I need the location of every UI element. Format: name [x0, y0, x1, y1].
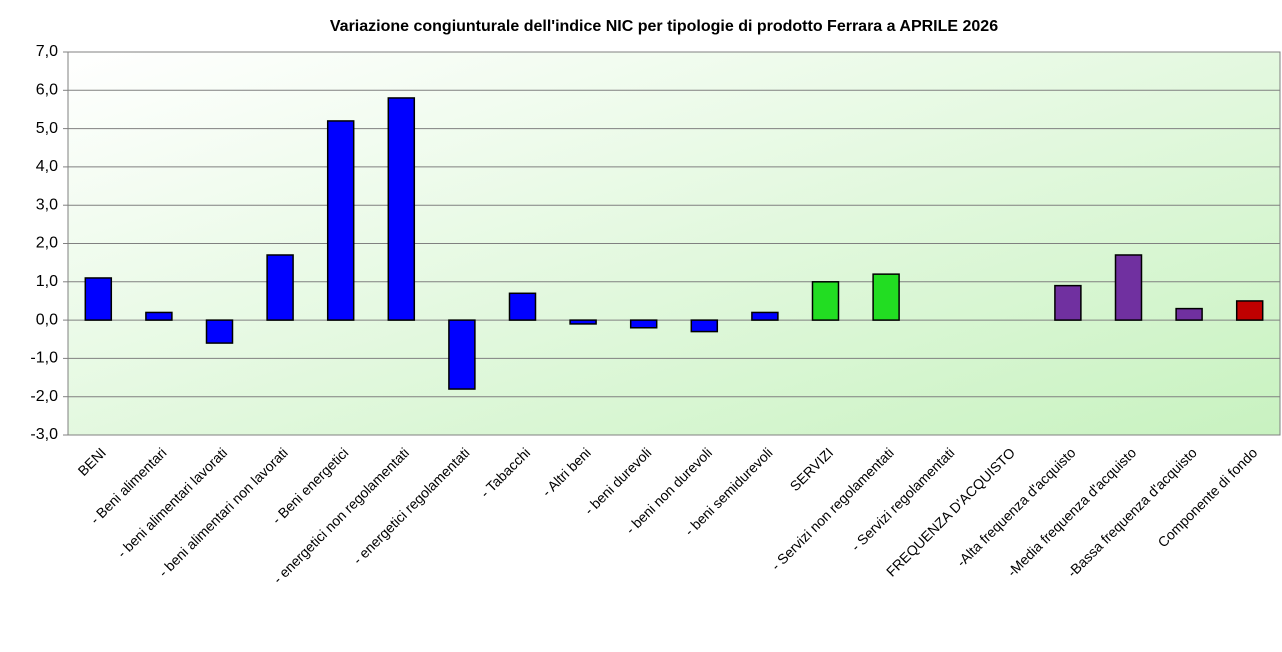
x-tick-label: Componente di fondo [1154, 444, 1260, 550]
y-tick-label: -3,0 [30, 426, 58, 443]
y-tick-label: 1,0 [36, 273, 58, 290]
x-tick-label: - Servizi non regolamentati [768, 444, 897, 573]
y-tick-label: 5,0 [36, 120, 58, 137]
bar [1235, 300, 1264, 321]
x-tick-label: SERVIZI [787, 444, 837, 494]
bar [326, 120, 355, 321]
bar [145, 311, 173, 321]
x-tick-label: - Tabacchi [477, 444, 533, 500]
bar [690, 319, 719, 333]
x-tick-label: - beni alimentari non lavorati [155, 444, 291, 580]
bar [751, 311, 779, 321]
chart-title: Variazione congiunturale dell'indice NIC… [330, 18, 998, 35]
y-tick-label: -2,0 [30, 388, 58, 405]
x-tick-label: - Altri beni [539, 444, 594, 499]
bar [1114, 254, 1143, 321]
bar [448, 319, 476, 390]
y-tick-label: 6,0 [36, 82, 58, 99]
y-tick-label: 0,0 [36, 311, 58, 328]
bar [811, 281, 840, 321]
x-tick-label: FREQUENZA D'ACQUISTO [883, 444, 1018, 579]
bar [387, 97, 416, 321]
x-tick-label: -Alta frequenza d'acquisto [953, 444, 1079, 570]
bar [508, 292, 537, 321]
bar [1175, 307, 1203, 321]
bar [84, 277, 113, 321]
bar [205, 319, 234, 344]
y-tick-label: 4,0 [36, 158, 58, 175]
bar [629, 319, 658, 329]
x-tick-label: - Servizi regolamentati [848, 444, 958, 554]
plot-border [67, 51, 1281, 436]
x-tick-label: - energetici regolamentati [350, 444, 473, 567]
x-tick-label: - beni alimentari lavorati [114, 444, 230, 560]
x-tick-label: BENI [75, 444, 109, 478]
y-tick-label: -1,0 [30, 350, 58, 367]
bar [872, 273, 900, 321]
x-tick-label: -Bassa frequenza d'acquisto [1064, 444, 1200, 580]
y-tick-label: 2,0 [36, 235, 58, 252]
x-tick-label: -Media frequenza d'acquisto [1004, 444, 1140, 580]
y-tick-label: 3,0 [36, 196, 58, 213]
bar [569, 319, 597, 325]
bar [266, 254, 294, 321]
bar [1054, 284, 1082, 321]
y-tick-label: 7,0 [36, 43, 58, 60]
